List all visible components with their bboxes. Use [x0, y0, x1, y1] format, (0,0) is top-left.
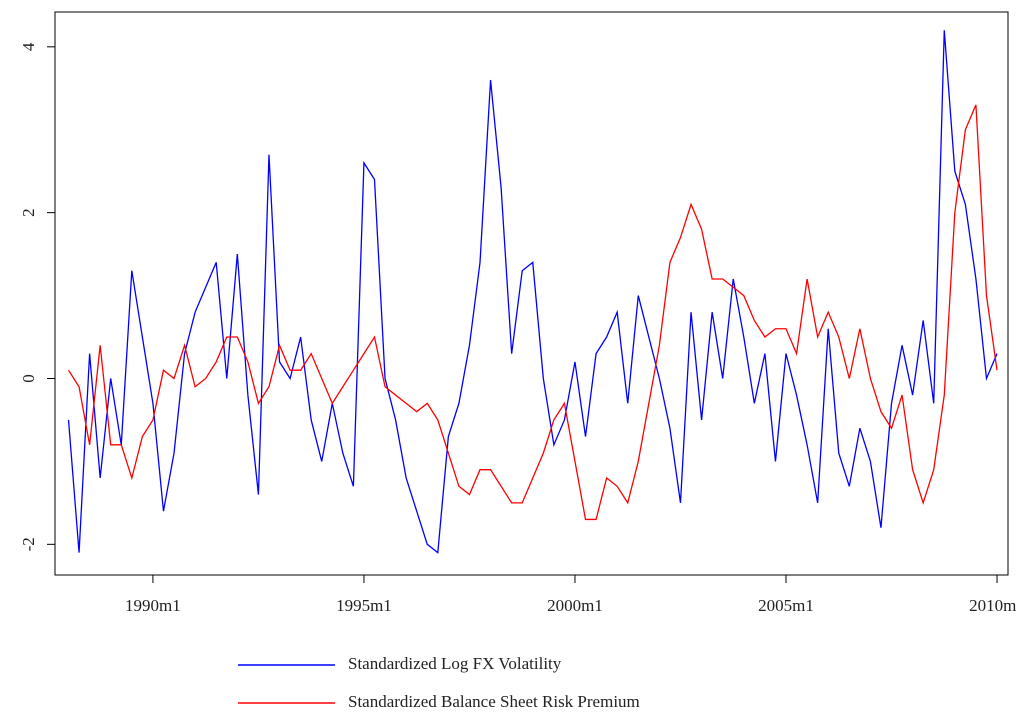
y-tick-label: 0 [19, 374, 38, 383]
x-tick-label: 2000m1 [547, 596, 603, 615]
legend-label: Standardized Log FX Volatility [348, 654, 562, 673]
y-tick-label: 4 [19, 42, 38, 51]
x-tick-label: 1990m1 [125, 596, 181, 615]
x-tick-label: 2005m1 [758, 596, 814, 615]
series-line [67, 30, 998, 554]
y-tick-label: -2 [19, 537, 38, 551]
y-tick-label: 2 [19, 208, 38, 217]
series-line [67, 104, 998, 521]
legend-label: Standardized Balance Sheet Risk Premium [348, 692, 640, 711]
x-tick-label: 2010m1 [969, 596, 1016, 615]
plot-frame [54, 11, 1009, 576]
x-tick-label: 1995m1 [336, 596, 392, 615]
